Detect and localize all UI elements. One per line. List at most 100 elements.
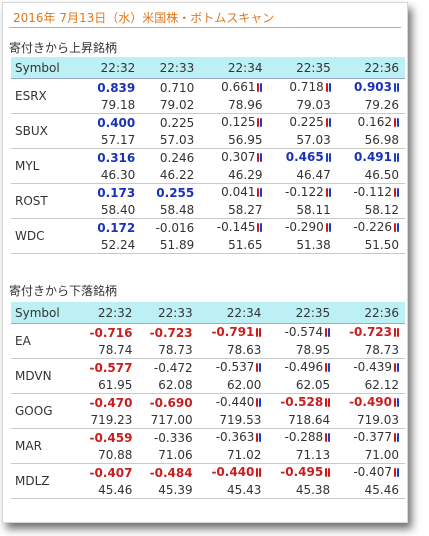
change-value: 0.255 bbox=[156, 185, 195, 200]
red-bar-icon bbox=[256, 433, 259, 442]
change-value: -0.290 bbox=[285, 220, 324, 234]
red-bar-icon bbox=[256, 328, 259, 337]
blue-bar-icon bbox=[397, 223, 399, 232]
trend-indicator-icon bbox=[393, 396, 399, 410]
change-value: 0.465 bbox=[285, 150, 324, 164]
red-bar-icon bbox=[256, 363, 259, 372]
red-bar-icon bbox=[325, 363, 328, 372]
red-bar-icon bbox=[397, 328, 399, 337]
symbol-cell[interactable]: ROST bbox=[11, 183, 84, 219]
change-cell: -0.290 bbox=[268, 219, 336, 237]
price-cell: 46.47 bbox=[268, 166, 337, 184]
trend-indicator-icon bbox=[256, 81, 263, 95]
blue-bar-icon bbox=[328, 83, 331, 92]
rising-section-heading: 寄付きから上昇銘柄 bbox=[9, 41, 118, 55]
symbol-cell[interactable]: ESRX bbox=[11, 78, 84, 114]
change-value: -0.407 bbox=[353, 465, 392, 479]
symbol-cell[interactable]: MAR bbox=[11, 428, 79, 464]
change-cell: -0.122 bbox=[268, 184, 336, 202]
symbol-cell[interactable]: MYL bbox=[11, 148, 84, 184]
table-row: 78.74 78.73 78.63 78.95 78.73 bbox=[11, 341, 405, 359]
price-cell: 45.43 bbox=[198, 481, 268, 499]
table-header-row: Symbol 22:32 22:33 22:34 22:35 22:36 bbox=[11, 57, 405, 79]
red-bar-icon bbox=[325, 188, 328, 197]
price-cell: 45.39 bbox=[138, 481, 199, 499]
change-cell: 0.400 bbox=[83, 114, 141, 132]
price-cell: 52.24 bbox=[83, 236, 142, 254]
red-bar-icon bbox=[325, 328, 328, 337]
change-cell: 0.718 bbox=[268, 79, 336, 97]
change-cell: -0.470 bbox=[78, 394, 138, 412]
table-row: MYL 0.316 0.246 0.307 0.465 0.491 bbox=[11, 148, 405, 184]
price-cell: 56.95 bbox=[200, 131, 269, 149]
change-value: -0.490 bbox=[349, 395, 392, 409]
red-bar-icon bbox=[394, 363, 396, 372]
blue-bar-icon bbox=[328, 188, 331, 197]
red-bar-icon bbox=[259, 328, 262, 337]
rising-stocks-table: Symbol 22:32 22:33 22:34 22:35 22:36 ESRX 0.83… bbox=[11, 57, 405, 254]
red-bar-icon bbox=[257, 188, 260, 197]
change-cell: -0.226 bbox=[337, 219, 405, 237]
symbol-cell[interactable]: MDLZ bbox=[11, 463, 79, 499]
change-value: 0.491 bbox=[354, 150, 392, 164]
change-cell: 0.307 bbox=[200, 149, 268, 167]
change-value: -0.470 bbox=[89, 395, 133, 410]
blue-bar-icon bbox=[325, 153, 328, 162]
blue-bar-icon bbox=[259, 398, 262, 407]
change-value: -0.016 bbox=[155, 220, 195, 235]
price-cell: 58.27 bbox=[200, 201, 269, 219]
red-bar-icon bbox=[325, 398, 328, 407]
change-value: -0.472 bbox=[153, 360, 193, 375]
change-cell: -0.723 bbox=[138, 324, 198, 342]
symbol-cell[interactable]: GOOG bbox=[11, 393, 79, 429]
price-cell: 71.00 bbox=[336, 446, 405, 464]
trend-indicator-icon bbox=[255, 396, 262, 410]
red-bar-icon bbox=[325, 118, 328, 127]
change-cell: -0.690 bbox=[138, 394, 198, 412]
price-cell: 70.88 bbox=[78, 446, 139, 464]
change-value: 0.316 bbox=[97, 150, 136, 165]
blue-bar-icon bbox=[397, 83, 399, 92]
change-value: -0.484 bbox=[149, 465, 193, 480]
change-value: -0.537 bbox=[215, 360, 255, 374]
trend-indicator-icon bbox=[324, 466, 331, 480]
trend-indicator-icon bbox=[393, 326, 399, 340]
trend-indicator-icon bbox=[393, 81, 399, 95]
blue-bar-icon bbox=[397, 468, 399, 477]
change-value: -0.495 bbox=[280, 465, 324, 479]
price-cell: 45.38 bbox=[267, 481, 337, 499]
symbol-cell[interactable]: MDVN bbox=[11, 358, 79, 394]
change-cell: -0.407 bbox=[78, 464, 138, 482]
trend-indicator-icon bbox=[393, 186, 399, 200]
symbol-cell[interactable]: EA bbox=[11, 323, 79, 359]
falling-section-heading: 寄付きから下落銘柄 bbox=[9, 284, 118, 298]
red-bar-icon bbox=[325, 468, 328, 477]
change-cell: -0.145 bbox=[200, 219, 268, 237]
price-cell: 78.73 bbox=[336, 341, 405, 359]
symbol-cell[interactable]: SBUX bbox=[11, 113, 84, 149]
symbol-cell[interactable]: WDC bbox=[11, 218, 84, 254]
price-cell: 57.17 bbox=[83, 131, 142, 149]
change-cell: -0.407 bbox=[336, 464, 405, 482]
price-cell: 718.64 bbox=[267, 411, 337, 429]
price-cell: 56.98 bbox=[336, 131, 405, 149]
change-cell: -0.574 bbox=[267, 324, 336, 342]
red-bar-icon bbox=[394, 223, 396, 232]
change-value: -0.577 bbox=[89, 360, 133, 375]
blue-bar-icon bbox=[328, 153, 331, 162]
table-row: MDVN -0.577 -0.472 -0.537 -0.496 -0.439 bbox=[11, 358, 405, 394]
change-value: -0.723 bbox=[349, 325, 392, 339]
blue-bar-icon bbox=[328, 328, 331, 337]
change-cell: 0.661 bbox=[200, 79, 268, 97]
change-cell: -0.577 bbox=[78, 359, 138, 377]
column-header-time: 22:32 bbox=[83, 57, 142, 79]
change-value: 0.173 bbox=[97, 185, 136, 200]
change-cell: -0.723 bbox=[336, 324, 405, 342]
blue-bar-icon bbox=[260, 188, 263, 197]
table-header-row: Symbol 22:32 22:33 22:34 22:35 22:36 bbox=[11, 302, 405, 324]
price-cell: 58.40 bbox=[83, 201, 142, 219]
trend-indicator-icon bbox=[255, 466, 262, 480]
price-cell: 58.12 bbox=[336, 201, 405, 219]
change-cell: -0.112 bbox=[337, 184, 405, 202]
table-row: 61.95 62.08 62.00 62.05 62.12 bbox=[11, 376, 405, 394]
